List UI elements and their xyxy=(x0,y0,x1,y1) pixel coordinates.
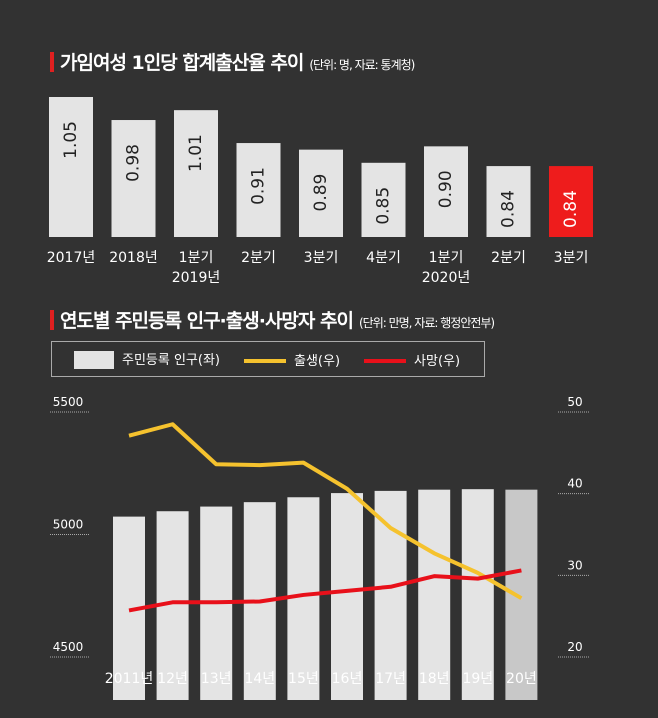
population-bar-4 xyxy=(287,497,320,700)
bar-3 xyxy=(236,143,281,237)
bar-value-label: 0.85 xyxy=(374,187,394,225)
legend-label: 사망(우) xyxy=(414,353,461,369)
x-tick-label: 20년 xyxy=(506,671,537,687)
bar-value-label: 1.01 xyxy=(186,134,206,172)
chart2-title: 연도별 주민등록 인구·출생·사망자 추이 (단위: 만명, 자료: 행정안전부) xyxy=(50,306,495,333)
population-bar-7 xyxy=(418,489,451,700)
y-right-tick: 30 xyxy=(567,558,582,572)
y-right-tick: 50 xyxy=(567,395,582,409)
y-left-tick: 5000 xyxy=(53,518,84,532)
legend-label: 출생(우) xyxy=(294,353,341,369)
bar-2 xyxy=(174,110,218,237)
x-tick-label: 18년 xyxy=(419,671,450,687)
bar-6 xyxy=(424,146,468,237)
legend-swatch xyxy=(74,351,114,370)
x-tick-label: 2017년 xyxy=(47,250,96,266)
legend-deaths: 사망(우) xyxy=(364,350,460,369)
y-right-tick: 40 xyxy=(567,477,582,491)
births-line xyxy=(128,422,523,600)
bar-value-label: 1.05 xyxy=(61,121,81,159)
bar-value-label: 0.89 xyxy=(311,174,331,212)
x-tick-label: 13년 xyxy=(201,671,232,687)
x-tick-label: 1분기 xyxy=(429,250,464,266)
legend-label: 주민등록 인구(좌) xyxy=(122,352,220,368)
x-tick-label: 2분기 xyxy=(491,250,526,266)
x-tick-label: 1분기 xyxy=(179,250,214,266)
bar-8 xyxy=(549,166,593,237)
x-tick-label: 3분기 xyxy=(554,250,589,266)
bar-0 xyxy=(49,97,93,237)
bar-value-label: 0.98 xyxy=(124,144,144,182)
x-tick-label: 17년 xyxy=(375,671,406,687)
x-tick-label: 16년 xyxy=(332,671,363,687)
title-marker xyxy=(50,52,54,72)
x-tick-label: 2분기 xyxy=(241,250,276,266)
bar-value-label: 0.91 xyxy=(249,167,269,205)
population-bar-8 xyxy=(461,489,494,700)
chart1-title: 가임여성 1인당 합계출산율 추이 (단위: 명, 자료: 통계청) xyxy=(50,48,415,75)
population-bar-6 xyxy=(374,490,407,700)
x-tick-label: 2019년 xyxy=(172,270,221,286)
legend: 주민등록 인구(좌) 출생(우) 사망(우) xyxy=(51,341,485,377)
legend-population: 주민등록 인구(좌) xyxy=(74,349,220,370)
deaths-line xyxy=(128,568,522,613)
y-left-tick: 4500 xyxy=(53,640,84,654)
x-tick-label: 15년 xyxy=(288,671,319,687)
title-marker xyxy=(50,310,54,330)
x-tick-label: 19년 xyxy=(462,671,493,687)
chart2-title-text: 연도별 주민등록 인구·출생·사망자 추이 xyxy=(60,310,354,332)
bar-5 xyxy=(361,162,406,237)
x-tick-label: 4분기 xyxy=(366,250,401,266)
bar-value-label: 0.90 xyxy=(436,170,456,208)
legend-swatch xyxy=(244,359,286,363)
bar-7 xyxy=(486,166,531,237)
legend-births: 출생(우) xyxy=(244,350,340,369)
chart1-title-text: 가임여성 1인당 합계출산율 추이 xyxy=(60,52,304,74)
bar-4 xyxy=(299,149,343,237)
x-tick-label: 3분기 xyxy=(304,250,339,266)
legend-swatch xyxy=(364,359,407,363)
bar-value-label: 0.84 xyxy=(561,190,581,228)
bar-1 xyxy=(111,120,156,237)
x-tick-label: 14년 xyxy=(244,671,275,687)
bar-value-label: 0.84 xyxy=(499,190,519,228)
y-left-tick: 5500 xyxy=(53,395,84,409)
x-tick-label: 2020년 xyxy=(422,270,471,286)
x-tick-label: 2011년 xyxy=(105,671,154,687)
x-tick-label: 2018년 xyxy=(109,250,158,266)
population-bar-5 xyxy=(331,493,363,700)
y-right-tick: 20 xyxy=(567,640,582,654)
chart2-unit-note: (단위: 만명, 자료: 행정안전부) xyxy=(358,316,495,330)
x-tick-label: 12년 xyxy=(157,671,188,687)
population-bar-9 xyxy=(505,489,538,700)
chart1-unit-note: (단위: 명, 자료: 통계청) xyxy=(309,58,415,72)
